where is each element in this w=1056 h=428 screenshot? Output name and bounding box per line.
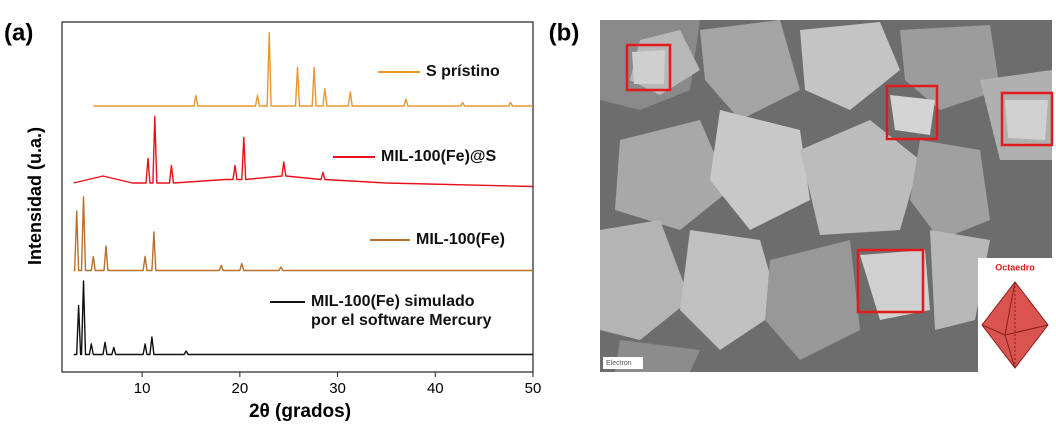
inset-label: Octaedro: [995, 262, 1035, 272]
x-tick-label: 10: [134, 380, 151, 397]
legend-label: MIL-100(Fe) simulado por el software Mer…: [311, 293, 492, 329]
series-line: [73, 196, 533, 272]
series-line: [73, 115, 534, 188]
legend-label: S prístino: [426, 63, 500, 80]
plot-frame: [61, 21, 534, 373]
x-axis-label: 2θ (grados): [249, 401, 351, 422]
x-tick-label: 50: [525, 380, 542, 397]
series-line: [73, 280, 533, 356]
corner-text: Electron: [606, 360, 632, 367]
x-tick-label: 40: [427, 380, 444, 397]
x-tick-label: 30: [329, 380, 346, 397]
plot-area: [73, 31, 534, 356]
panel-label: (b): [549, 19, 580, 46]
legend-label: MIL-100(Fe)@S: [381, 148, 497, 165]
y-axis-label: Intensidad (u.a.): [25, 127, 45, 265]
series-line: [93, 31, 533, 107]
legend-label: MIL-100(Fe): [416, 231, 505, 248]
panel-label: (a): [4, 19, 33, 46]
x-tick-label: 20: [232, 380, 249, 397]
sem-image: [600, 20, 1054, 372]
